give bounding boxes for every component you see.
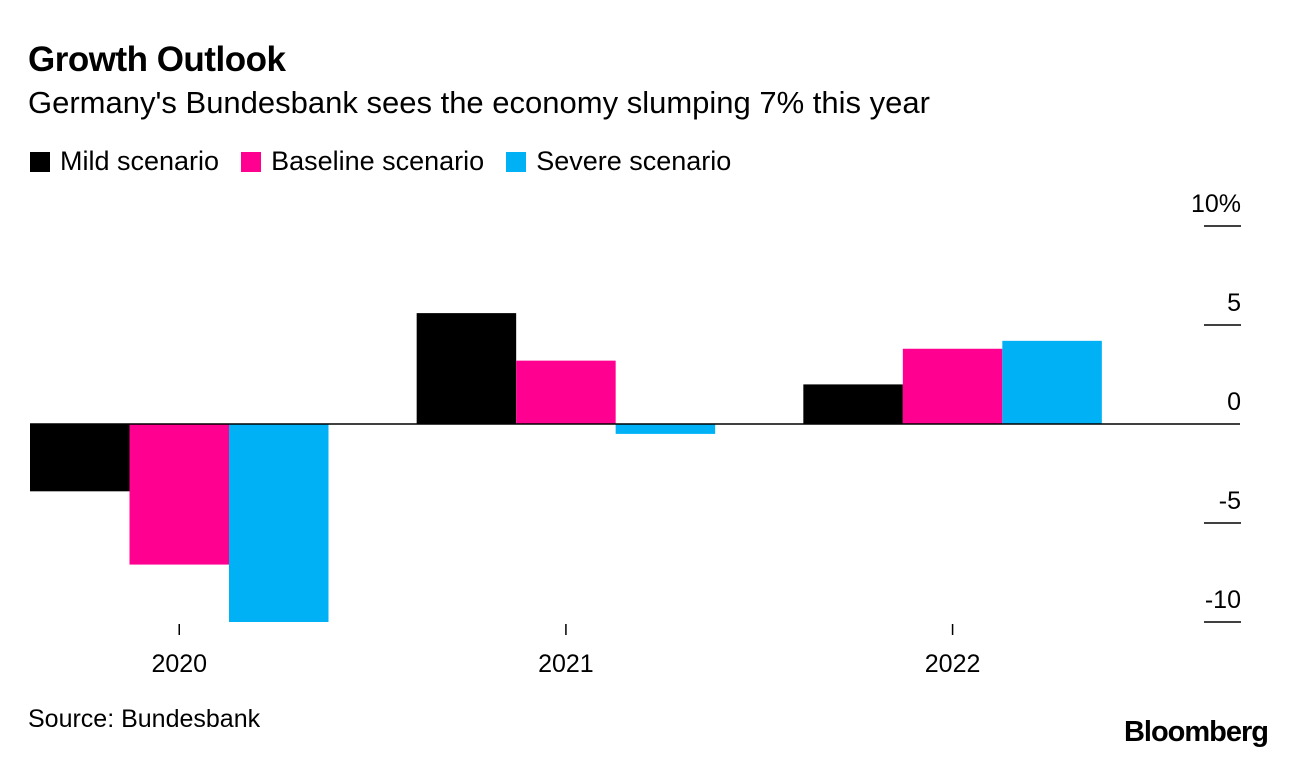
x-tick-label-2022: 2022 (925, 650, 981, 678)
bar-mild-scenario-2021 (416, 313, 517, 424)
bar-mild-scenario-2020 (30, 424, 130, 492)
bar-severe-scenario-2020 (229, 424, 329, 622)
chart-subtitle: Germany's Bundesbank sees the economy sl… (28, 85, 930, 120)
legend-label-mild: Mild scenario (60, 146, 220, 176)
y-tick-label--10: -10 (1205, 586, 1241, 614)
bar-baseline-scenario-2022 (902, 348, 1003, 424)
chart-title: Growth Outlook (28, 40, 286, 79)
y-tick-label-0: 0 (1227, 388, 1241, 416)
legend-item-severe: Severe scenario (506, 146, 731, 177)
y-tick-label-10: 10% (1191, 190, 1241, 218)
bar-mild-scenario-2022 (803, 384, 903, 424)
bar-baseline-scenario-2021 (516, 360, 616, 424)
legend-swatch-baseline (241, 151, 262, 172)
legend-swatch-severe (506, 151, 527, 172)
x-tick-label-2020: 2020 (151, 650, 207, 678)
y-tick-label-5: 5 (1227, 289, 1241, 317)
x-tick-label-2021: 2021 (538, 650, 594, 678)
bar-baseline-scenario-2020 (129, 424, 229, 565)
y-tick-label--5: -5 (1219, 487, 1241, 515)
bar-severe-scenario-2021 (615, 424, 716, 434)
bar-severe-scenario-2022 (1002, 340, 1102, 424)
legend: Mild scenario Baseline scenario Severe s… (30, 146, 753, 177)
bloomberg-logo: Bloomberg (1123, 716, 1269, 748)
legend-label-baseline: Baseline scenario (271, 146, 485, 176)
legend-item-mild: Mild scenario (30, 146, 219, 177)
source-note: Source: Bundesbank (28, 705, 261, 733)
legend-label-severe: Severe scenario (536, 146, 732, 176)
legend-item-baseline: Baseline scenario (241, 146, 484, 177)
legend-swatch-mild (30, 151, 50, 172)
